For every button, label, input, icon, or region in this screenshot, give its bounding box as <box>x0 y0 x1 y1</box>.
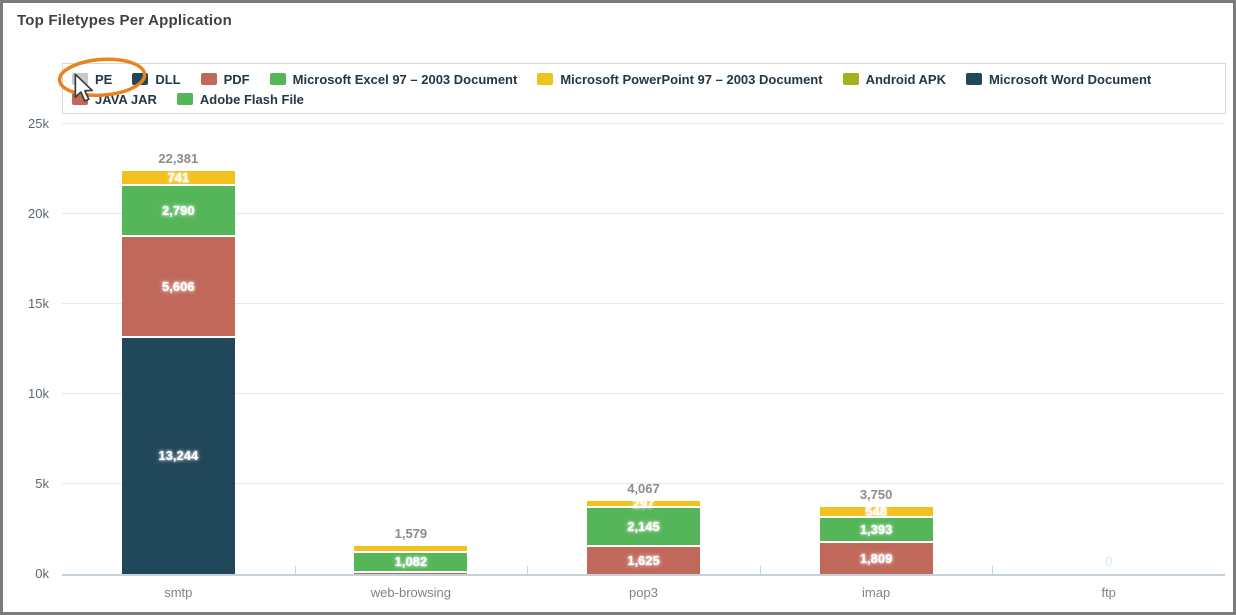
chart-legend: PE DLL PDF Microsoft Excel 97 – 2003 Docume… <box>62 63 1226 114</box>
x-axis-tick <box>294 566 296 575</box>
legend-label: Microsoft Excel 97 – 2003 Document <box>292 71 518 87</box>
bar-segment[interactable]: 2,790 <box>121 184 235 235</box>
bar-column-pop3[interactable]: 1,625 2,145 297 <box>587 500 700 574</box>
x-axis-tick <box>759 566 761 575</box>
segment-value-label: 741 <box>167 171 190 186</box>
legend-swatch <box>842 73 859 85</box>
legend-item-pdf[interactable]: PDF <box>200 69 250 89</box>
bar-segment[interactable] <box>354 545 468 552</box>
legend-item-microsoft-word-document[interactable]: Microsoft Word Document <box>965 69 1152 89</box>
plot-area: 0k 5k 10k 15k 20k 25k smtp 13,244 5,606 2,790 741 2… <box>3 3 1233 612</box>
y-axis-label: 5k <box>35 476 49 491</box>
x-axis-tick <box>992 566 994 575</box>
category-label: web-browsing <box>370 585 451 600</box>
legend-label: DLL <box>155 71 181 87</box>
legend-item-java-jar[interactable]: JAVA JAR <box>72 89 157 109</box>
legend-swatch <box>200 73 217 85</box>
bar-total-label: 3,750 <box>859 486 893 502</box>
legend-swatch <box>965 73 982 85</box>
legend-label: Android APK <box>865 71 946 87</box>
legend-swatch <box>72 73 88 85</box>
bar-segment[interactable]: 5,606 <box>121 234 235 336</box>
category-label: smtp <box>164 585 193 600</box>
y-axis-label: 25k <box>28 116 49 131</box>
legend-label: Microsoft Word Document <box>988 71 1152 87</box>
legend-label: Adobe Flash File <box>199 91 304 107</box>
bar-total-label: 0 <box>1105 554 1113 569</box>
bar-segment[interactable]: 548 <box>819 506 933 519</box>
page-title: Top Filetypes Per Application <box>17 12 232 29</box>
y-axis-label: 15k <box>28 296 49 311</box>
category-label: imap <box>862 585 891 600</box>
segment-value-label: 297 <box>632 500 655 511</box>
category-label: pop3 <box>629 585 658 600</box>
x-axis-tick <box>527 566 529 575</box>
bar-segment[interactable]: 1,625 <box>587 544 700 574</box>
y-axis-label: 10k <box>28 386 49 401</box>
gridline <box>62 303 1225 304</box>
bar-total-label: 1,579 <box>394 525 428 541</box>
category-label: ftp <box>1101 585 1116 600</box>
segment-value-label: 13,244 <box>158 448 199 464</box>
segment-value-label: 5,606 <box>162 278 195 294</box>
legend-swatch <box>537 73 554 85</box>
bar-segment[interactable]: 1,082 <box>354 551 468 571</box>
gridline <box>62 213 1225 214</box>
gridline <box>62 393 1225 394</box>
legend-item-microsoft-powerpoint-97-2003-document[interactable]: Microsoft PowerPoint 97 – 2003 Document <box>537 69 823 89</box>
legend-label: JAVA JAR <box>95 91 157 107</box>
legend-label: PDF <box>223 71 250 87</box>
legend-swatch <box>269 73 286 85</box>
segment-value-label: 2,790 <box>162 203 195 219</box>
bar-column-smtp[interactable]: 13,244 5,606 2,790 741 <box>121 171 235 574</box>
y-axis-label: 20k <box>28 206 49 221</box>
bar-segment[interactable]: 297 <box>587 500 700 510</box>
segment-value-label: 1,393 <box>859 522 893 538</box>
legend-swatch <box>132 73 149 85</box>
legend-item-pe[interactable]: PE <box>72 69 112 89</box>
bar-column-web-browsing[interactable]: 1,082 <box>354 545 468 574</box>
gridline <box>62 123 1225 124</box>
segment-value-label: 1,809 <box>859 551 893 567</box>
segment-value-label: 1,625 <box>627 552 660 568</box>
bar-total-label: 4,067 <box>627 480 660 496</box>
gridline <box>62 483 1225 484</box>
bar-segment[interactable]: 13,244 <box>121 335 235 574</box>
bar-segment[interactable] <box>354 570 468 574</box>
axis-baseline <box>62 574 1225 576</box>
bar-total-label: 22,381 <box>158 151 199 167</box>
bar-segment[interactable]: 1,393 <box>819 516 933 542</box>
legend-label: PE <box>95 71 113 87</box>
legend-swatch <box>176 93 193 105</box>
bar-segment[interactable]: 741 <box>121 171 235 186</box>
legend-item-microsoft-excel-97-2003-document[interactable]: Microsoft Excel 97 – 2003 Document <box>269 69 518 89</box>
bar-segment[interactable]: 1,809 <box>819 541 933 574</box>
segment-value-label: 1,082 <box>394 554 428 570</box>
bar-column-imap[interactable]: 1,809 1,393 548 <box>819 506 933 574</box>
legend-item-adobe-flash-file[interactable]: Adobe Flash File <box>176 89 304 109</box>
legend-swatch <box>72 93 88 105</box>
segment-value-label: 548 <box>865 506 887 519</box>
legend-item-android-apk[interactable]: Android APK <box>842 69 946 89</box>
segment-value-label: 2,145 <box>627 518 660 534</box>
legend-label: Microsoft PowerPoint 97 – 2003 Document <box>560 71 823 87</box>
legend-item-dll[interactable]: DLL <box>132 69 181 89</box>
bar-segment[interactable]: 2,145 <box>587 506 700 545</box>
y-axis-label: 0k <box>35 566 49 581</box>
